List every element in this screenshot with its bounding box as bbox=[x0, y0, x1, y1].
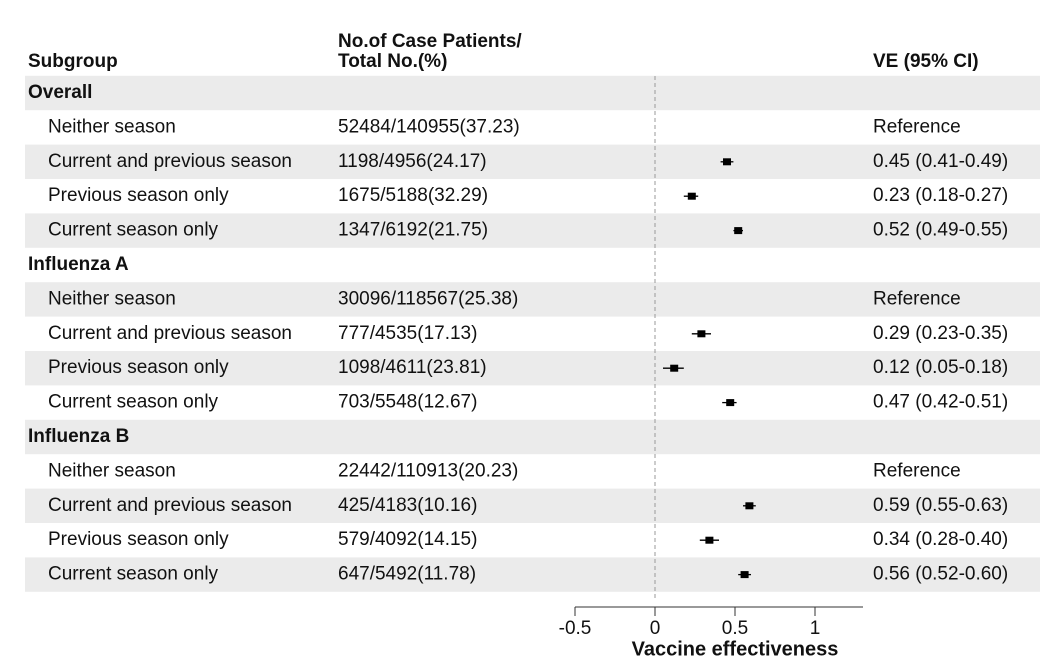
row-band bbox=[25, 557, 1040, 592]
column-header: No.of Case Patients/ bbox=[338, 31, 522, 52]
row-band bbox=[25, 213, 1040, 248]
row-label: Previous season only bbox=[48, 185, 229, 206]
column-header: Total No.(%) bbox=[338, 51, 447, 72]
ve-label: Reference bbox=[873, 288, 961, 309]
ve-label: 0.29 (0.23-0.35) bbox=[873, 323, 1008, 344]
ve-label: 0.34 (0.28-0.40) bbox=[873, 529, 1008, 550]
cases: 647/5492(11.78) bbox=[338, 564, 476, 585]
point-estimate bbox=[745, 502, 754, 510]
cases: 703/5548(12.67) bbox=[338, 392, 477, 413]
row-label: Neither season bbox=[48, 460, 176, 481]
point-estimate bbox=[697, 330, 706, 338]
row-label: Current and previous season bbox=[48, 323, 292, 344]
point-estimate bbox=[734, 227, 743, 235]
cases: 1675/5188(32.29) bbox=[338, 185, 488, 206]
point-estimate bbox=[687, 192, 696, 200]
row-label: Current and previous season bbox=[48, 495, 292, 516]
row-band bbox=[25, 419, 1040, 455]
point-estimate bbox=[705, 536, 714, 544]
cases: 777/4535(17.13) bbox=[338, 323, 477, 344]
row-label: Previous season only bbox=[48, 357, 229, 378]
ve-label: 0.12 (0.05-0.18) bbox=[873, 357, 1008, 378]
x-tick-label: 0.5 bbox=[722, 618, 748, 639]
row-label: Current season only bbox=[48, 392, 219, 413]
row-label: Current season only bbox=[48, 564, 219, 585]
row-band bbox=[25, 282, 1040, 317]
cases: 1198/4956(24.17) bbox=[338, 151, 487, 172]
row-band bbox=[25, 351, 1040, 386]
ve-label: 0.56 (0.52-0.60) bbox=[873, 564, 1008, 585]
cases: 30096/118567(25.38) bbox=[338, 288, 518, 309]
row-band bbox=[25, 144, 1040, 179]
group-label: Influenza A bbox=[28, 254, 129, 275]
point-estimate bbox=[670, 364, 679, 372]
row-label: Current and previous season bbox=[48, 151, 292, 172]
ve-label: 0.23 (0.18-0.27) bbox=[873, 185, 1008, 206]
group-label: Influenza B bbox=[28, 426, 129, 447]
column-header: VE (95% CI) bbox=[873, 51, 979, 72]
x-tick-label: 0 bbox=[650, 618, 661, 639]
x-tick-label: 1 bbox=[810, 618, 821, 639]
point-estimate bbox=[740, 571, 749, 579]
ve-label: 0.45 (0.41-0.49) bbox=[873, 151, 1008, 172]
column-header: Subgroup bbox=[28, 51, 118, 72]
row-band bbox=[25, 488, 1040, 523]
x-axis-title: Vaccine effectiveness bbox=[632, 638, 839, 660]
group-label: Overall bbox=[28, 82, 92, 103]
ve-label: 0.59 (0.55-0.63) bbox=[873, 495, 1008, 516]
row-label: Current season only bbox=[48, 220, 219, 241]
ve-label: 0.47 (0.42-0.51) bbox=[873, 392, 1008, 413]
ve-label: 0.52 (0.49-0.55) bbox=[873, 220, 1008, 241]
row-band bbox=[25, 75, 1040, 111]
row-label: Previous season only bbox=[48, 529, 229, 550]
point-estimate bbox=[726, 399, 735, 407]
cases: 1098/4611(23.81) bbox=[338, 357, 487, 378]
row-label: Neither season bbox=[48, 288, 176, 309]
point-estimate bbox=[723, 158, 731, 166]
cases: 579/4092(14.15) bbox=[338, 529, 477, 550]
row-label: Neither season bbox=[48, 116, 176, 137]
cases: 1347/6192(21.75) bbox=[338, 220, 488, 241]
x-tick-label: -0.5 bbox=[559, 618, 592, 639]
cases: 425/4183(10.16) bbox=[338, 495, 477, 516]
ve-label: Reference bbox=[873, 460, 961, 481]
ve-label: Reference bbox=[873, 116, 961, 137]
cases: 52484/140955(37.23) bbox=[338, 116, 520, 137]
cases: 22442/110913(20.23) bbox=[338, 460, 518, 481]
